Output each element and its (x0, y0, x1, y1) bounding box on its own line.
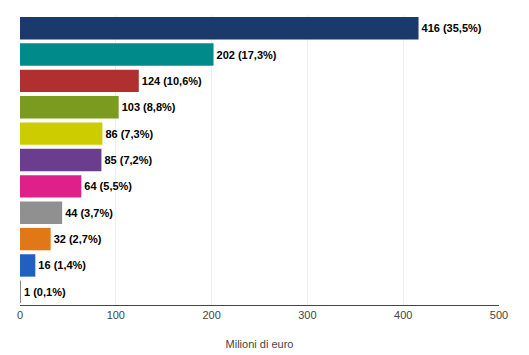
svg-text:202 (17,3%): 202 (17,3%) (217, 49, 277, 61)
svg-text:0: 0 (17, 309, 23, 321)
svg-text:1 (0,1%): 1 (0,1%) (24, 286, 66, 298)
svg-text:85 (7,2%): 85 (7,2%) (104, 154, 152, 166)
svg-text:32 (2,7%): 32 (2,7%) (54, 233, 102, 245)
svg-text:416 (35,5%): 416 (35,5%) (422, 22, 482, 34)
svg-text:124 (10,6%): 124 (10,6%) (142, 75, 202, 87)
svg-text:16 (1,4%): 16 (1,4%) (38, 259, 86, 271)
svg-text:86 (7,3%): 86 (7,3%) (105, 128, 153, 140)
svg-text:Milioni di euro: Milioni di euro (226, 338, 294, 350)
svg-text:44 (3,7%): 44 (3,7%) (65, 207, 113, 219)
svg-text:64 (5,5%): 64 (5,5%) (84, 180, 132, 192)
svg-text:300: 300 (298, 309, 316, 321)
svg-text:400: 400 (394, 309, 412, 321)
svg-text:103 (8,8%): 103 (8,8%) (122, 101, 176, 113)
svg-text:200: 200 (202, 309, 220, 321)
svg-text:500: 500 (490, 309, 508, 321)
svg-text:100: 100 (107, 309, 125, 321)
